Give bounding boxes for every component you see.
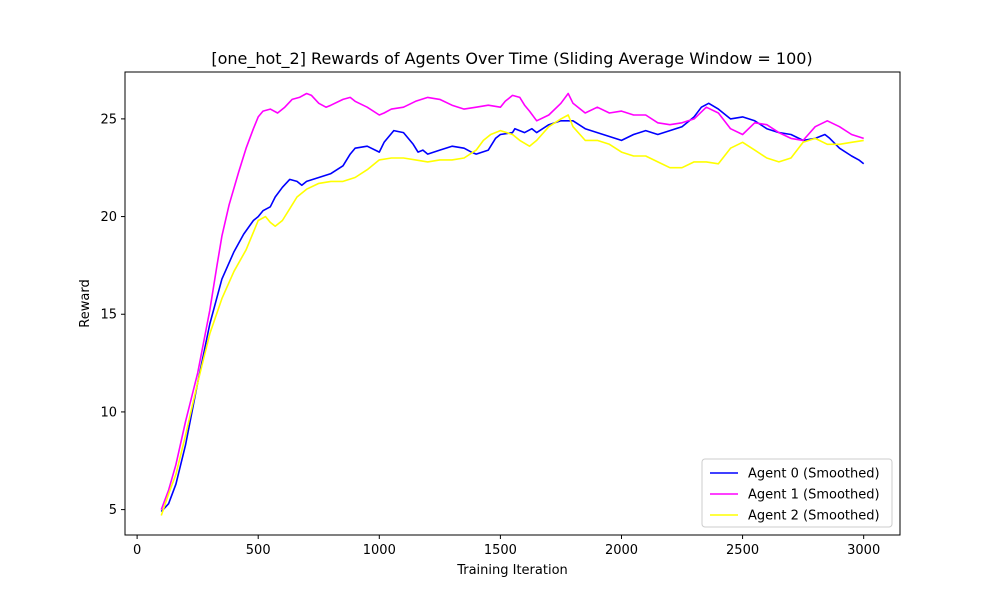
legend: Agent 0 (Smoothed) Agent 1 (Smoothed) Agen… [701,458,893,528]
x-tick-label: 2500 [726,543,759,558]
plot-area-frame [124,71,901,536]
y-axis-ticks: 5 10 15 20 25 [100,112,125,518]
y-tick-label: 15 [100,308,117,323]
x-tick-label: 1000 [363,543,396,558]
plot-lines [160,92,865,516]
x-tick-label: 500 [246,543,271,558]
x-tick-label: 2000 [605,543,638,558]
x-axis-ticks: 0 500 1000 1500 2000 2500 3000 [133,535,880,558]
y-axis-label: Reward [78,279,93,327]
x-tick-label: 3000 [847,543,880,558]
x-tick-label: 0 [133,543,141,558]
legend-label-agent-1: Agent 1 (Smoothed) [748,488,880,503]
series-line-agent-0 [160,102,865,513]
y-tick-label: 20 [100,210,117,225]
legend-label-agent-0: Agent 0 (Smoothed) [748,467,880,482]
y-tick-label: 5 [109,503,117,518]
x-tick-label: 1500 [484,543,517,558]
series-line-agent-2 [160,114,864,516]
legend-label-agent-2: Agent 2 (Smoothed) [748,509,880,524]
chart-title: [one_hot_2] Rewards of Agents Over Time … [211,49,812,69]
y-tick-label: 25 [100,112,117,127]
x-axis-label: Training Iteration [456,563,568,578]
y-tick-label: 10 [100,405,117,420]
series-line-agent-1 [160,92,864,510]
legend-box [701,458,893,528]
